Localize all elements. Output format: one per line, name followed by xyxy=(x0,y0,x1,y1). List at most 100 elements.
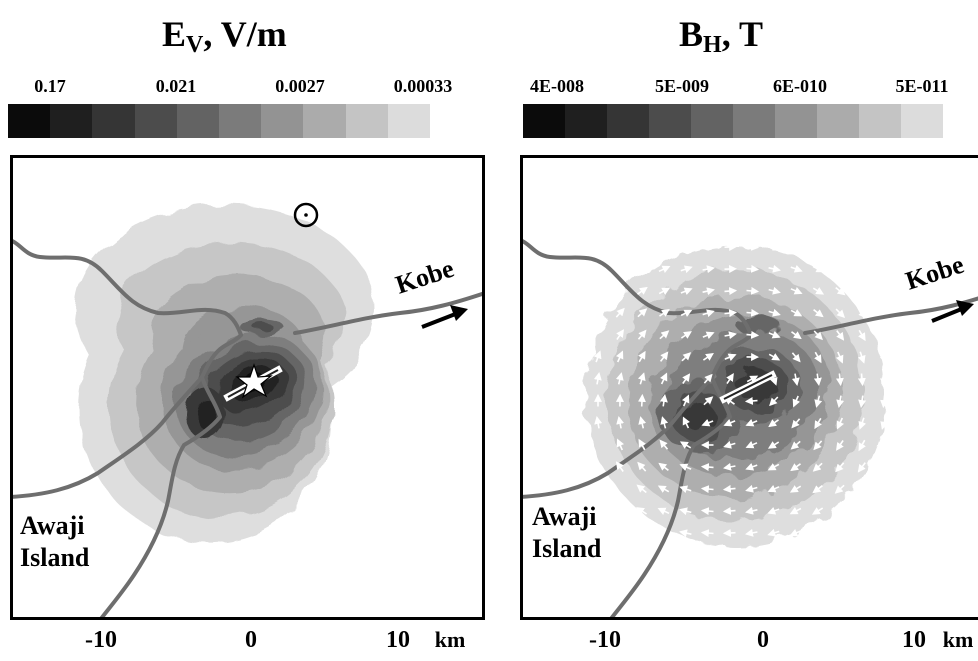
field-arrow-icon xyxy=(792,395,801,408)
field-arrow-icon xyxy=(835,373,844,387)
field-arrow-icon xyxy=(768,353,781,361)
field-arrow-icon xyxy=(767,484,780,493)
field-arrow-icon xyxy=(790,440,801,450)
colorbar-swatch xyxy=(733,104,775,138)
field-arrow-icon xyxy=(745,440,758,449)
field-arrow-icon xyxy=(858,439,866,452)
colorbar-swatch xyxy=(345,104,388,138)
colorbar xyxy=(523,104,943,138)
x-tick-label: 0 xyxy=(757,627,769,653)
field-arrow-icon xyxy=(813,330,823,341)
field-arrow-icon xyxy=(790,264,803,273)
field-arrow-icon xyxy=(745,484,758,493)
field-arrow-icon xyxy=(789,528,802,537)
epicenter-star-icon xyxy=(235,363,273,399)
field-arrow-icon xyxy=(746,242,760,251)
field-arrow-icon xyxy=(814,417,822,430)
x-tick-label: -10 xyxy=(589,627,621,653)
field-arrow-icon xyxy=(615,461,624,472)
field-arrow-icon xyxy=(681,352,692,362)
colorbar-swatch xyxy=(817,104,859,138)
coastline xyxy=(803,296,978,335)
field-arrow-icon xyxy=(767,528,780,537)
field-arrow-icon xyxy=(745,528,758,537)
field-arrow-icon xyxy=(700,463,714,472)
field-arrow-icon xyxy=(724,353,737,362)
island-label-line2: Island xyxy=(20,543,90,572)
field-arrow-icon xyxy=(724,331,737,340)
map-frame xyxy=(520,155,978,620)
colorbar-swatch xyxy=(523,104,565,138)
field-arrow-icon xyxy=(700,529,714,538)
station-dot-icon xyxy=(304,213,308,217)
island-label-line1: Awaji xyxy=(20,511,85,540)
field-arrow-icon xyxy=(660,416,669,429)
panel-ev: EV, V/m 0.17 0.021 0.0027 0.00033 xyxy=(8,14,485,653)
colorbar-swatch xyxy=(134,104,177,138)
map-frame xyxy=(10,155,485,620)
field-arrow-icon xyxy=(768,242,781,251)
field-arrow-icon xyxy=(791,331,802,340)
field-arrow-icon xyxy=(616,329,624,341)
field-arrow-icon xyxy=(703,373,713,384)
field-arrow-icon xyxy=(745,506,758,515)
field-arrow-icon xyxy=(702,309,715,318)
field-arrow-icon xyxy=(658,265,671,274)
field-arrow-icon xyxy=(836,417,845,430)
field-arrow-icon xyxy=(682,416,690,429)
field-arrow-icon xyxy=(857,462,866,473)
field-arrow-icon xyxy=(834,484,845,494)
field-arrow-icon xyxy=(880,395,889,409)
field-arrow-icon xyxy=(791,352,801,363)
field-arrow-icon xyxy=(637,372,646,385)
field-arrow-icon xyxy=(858,417,867,430)
x-tick-label: 0 xyxy=(245,627,257,653)
field-arrow-icon xyxy=(636,484,647,494)
field-arrow-icon xyxy=(746,264,760,273)
colorbar-swatch xyxy=(901,104,943,138)
field-arrow-icon xyxy=(659,330,670,340)
field-arrow-icon xyxy=(615,372,624,385)
map-bh xyxy=(520,155,978,620)
map-ev xyxy=(10,155,485,620)
field-arrow-icon xyxy=(637,286,648,295)
field-arrow-icon xyxy=(813,309,824,318)
field-arrow-icon xyxy=(857,373,866,387)
colorbar-swatch xyxy=(303,104,346,138)
colorbar-swatch xyxy=(565,104,607,138)
field-arrow-icon xyxy=(835,351,844,364)
field-arrow-icon xyxy=(679,529,692,538)
field-arrow-icon xyxy=(790,309,803,317)
station-circle-icon xyxy=(293,202,319,228)
field-arrow-icon xyxy=(768,330,781,339)
field-arrow-icon xyxy=(880,417,889,430)
field-arrow-icon xyxy=(657,485,670,493)
panel-title: BH, T xyxy=(679,14,764,58)
x-tick-label: 10 xyxy=(902,627,926,653)
field-arrow-icon xyxy=(638,416,647,429)
field-arrow-icon xyxy=(723,462,736,471)
field-arrow-icon xyxy=(746,375,759,383)
field-arrow-icon xyxy=(700,485,714,494)
field-arrow-icon xyxy=(767,441,780,449)
island-label-line1: Awaji xyxy=(532,502,597,531)
field-arrow-icon xyxy=(637,308,648,318)
field-arrow-icon xyxy=(745,418,758,427)
arrow-head-icon xyxy=(450,305,468,321)
colorbar-swatch xyxy=(775,104,817,138)
colorbar-label: 0.17 xyxy=(34,76,66,96)
panel-bh: BH, T 4E-008 5E-009 6E-010 5E-011 xyxy=(489,0,978,661)
colorbar-label: 5E-011 xyxy=(895,76,949,96)
direction-arrow-icon xyxy=(421,311,459,329)
field-arrow-icon xyxy=(857,351,866,364)
coastline xyxy=(98,375,222,620)
field-arrow-icon xyxy=(744,396,758,405)
field-arrow-icon xyxy=(767,506,780,515)
colorbar-label: 0.0027 xyxy=(275,76,325,96)
field-arrow-icon xyxy=(790,463,801,472)
field-arrows xyxy=(593,242,889,538)
contour-band xyxy=(253,323,273,331)
colorbar-swatch xyxy=(50,104,93,138)
field-arrow-icon xyxy=(814,351,822,364)
field-arrow-icon xyxy=(835,308,846,319)
